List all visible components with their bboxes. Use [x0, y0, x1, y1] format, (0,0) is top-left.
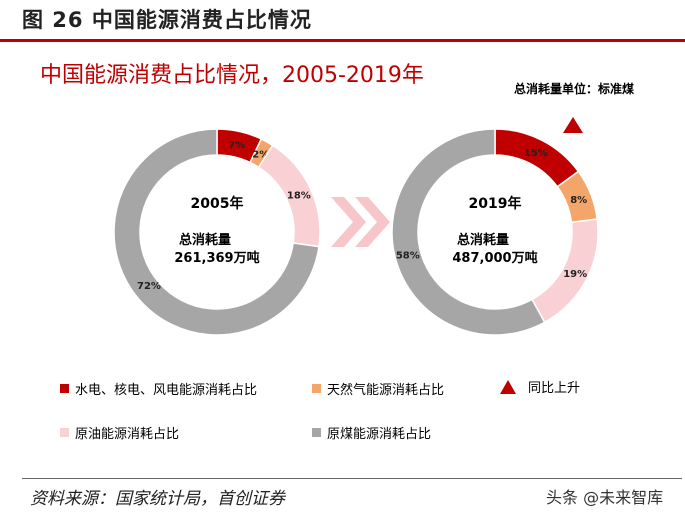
legend-item-oil: 原油能源消耗占比: [60, 423, 179, 442]
donut-1-label-hydro: 15%: [524, 148, 548, 159]
top-divider: [0, 39, 685, 42]
donut-0-label-gas: 2%: [252, 149, 269, 160]
legend-swatch-coal: [312, 428, 321, 437]
donut-0-center-label: 总消耗量: [179, 232, 231, 248]
donut-1-slice-coal: [391, 128, 546, 336]
donut-0-label-oil: 18%: [287, 191, 311, 202]
legend-label-coal: 原煤能源消耗占比: [327, 427, 432, 442]
legend-item-increase: 同比上升: [500, 377, 580, 396]
legend-swatch-hydro: [60, 384, 69, 393]
figure-title: 图 26 中国能源消费占比情况: [22, 8, 312, 32]
watermark: 头条 @未来智库: [546, 488, 664, 507]
chevron-right-icon-2: [355, 197, 390, 247]
donut-0-label-hydro: 7%: [228, 140, 245, 151]
chevron-right-icon: [331, 197, 366, 247]
legend-item-gas: 天然气能源消耗占比: [312, 379, 444, 398]
increase-triangle-icon: [563, 117, 583, 133]
legend-item-coal: 原煤能源消耗占比: [312, 423, 431, 442]
bottom-divider: [22, 478, 682, 479]
unit-label: 总消耗量单位：标准煤: [514, 82, 635, 96]
source-note: 资料来源：国家统计局，首创证券: [30, 489, 285, 509]
donut-1-label-gas: 8%: [570, 195, 587, 206]
legend-label-oil: 原油能源消耗占比: [75, 427, 180, 442]
donut-1-year: 2019年: [469, 195, 522, 212]
legend-swatch-oil: [60, 428, 69, 437]
donut-0-center-value: 261,369万吨: [174, 250, 259, 266]
donut-1-label-oil: 19%: [563, 269, 587, 280]
donut-1-label-coal: 58%: [396, 250, 420, 261]
donut-1-center-label: 总消耗量: [457, 232, 509, 248]
legend-swatch-gas: [312, 384, 321, 393]
donut-1-center-value: 487,000万吨: [452, 250, 537, 266]
chart-title: 中国能源消费占比情况，2005-2019年: [40, 63, 424, 88]
donut-0-year: 2005年: [191, 195, 244, 212]
triangle-up-icon: [500, 379, 516, 394]
legend-label-increase: 同比上升: [528, 381, 581, 396]
donut-0-label-coal: 72%: [137, 281, 161, 292]
legend-label-gas: 天然气能源消耗占比: [327, 383, 445, 398]
donut-0-slice-coal: [113, 128, 320, 336]
legend-label-hydro: 水电、核电、风电能源消耗占比: [75, 383, 258, 398]
legend-item-hydro: 水电、核电、风电能源消耗占比: [60, 379, 257, 398]
